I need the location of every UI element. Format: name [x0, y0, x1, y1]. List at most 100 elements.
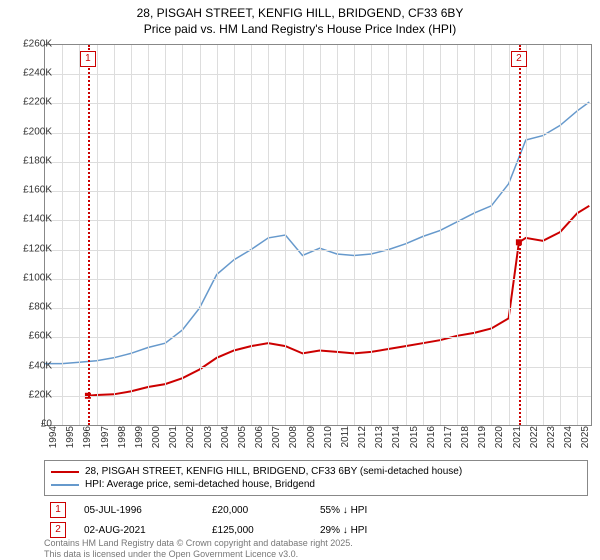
- legend-label: 28, PISGAH STREET, KENFIG HILL, BRIDGEND…: [85, 466, 462, 477]
- gridline-v: [491, 45, 492, 425]
- gridline-v: [423, 45, 424, 425]
- y-axis-label: £60K: [10, 331, 52, 342]
- y-axis-label: £20K: [10, 389, 52, 400]
- x-axis-label: 2010: [323, 426, 334, 456]
- legend-swatch: [51, 471, 79, 473]
- legend-row: HPI: Average price, semi-detached house,…: [51, 478, 581, 491]
- x-axis-label: 1997: [100, 426, 111, 456]
- gridline-v: [303, 45, 304, 425]
- gridline-v: [217, 45, 218, 425]
- sale-marker-line: [88, 45, 90, 425]
- chart-title: 28, PISGAH STREET, KENFIG HILL, BRIDGEND…: [0, 0, 600, 37]
- x-axis-label: 2020: [494, 426, 505, 456]
- x-axis-label: 2002: [185, 426, 196, 456]
- x-axis-label: 1994: [48, 426, 59, 456]
- y-axis-label: £120K: [10, 243, 52, 254]
- gridline-v: [285, 45, 286, 425]
- sale-date: 02-AUG-2021: [84, 525, 194, 536]
- gridline-v: [457, 45, 458, 425]
- sale-delta: 29% ↓ HPI: [320, 525, 420, 536]
- x-axis-label: 2015: [409, 426, 420, 456]
- x-axis-label: 2004: [220, 426, 231, 456]
- y-axis-label: £0: [10, 419, 52, 430]
- footer-attribution: Contains HM Land Registry data © Crown c…: [44, 538, 353, 560]
- x-axis-label: 2018: [460, 426, 471, 456]
- sale-price: £20,000: [212, 505, 302, 516]
- y-axis-label: £260K: [10, 39, 52, 50]
- legend-swatch: [51, 484, 79, 486]
- y-axis-label: £220K: [10, 97, 52, 108]
- sale-date: 05-JUL-1996: [84, 505, 194, 516]
- y-axis-label: £240K: [10, 68, 52, 79]
- gridline-v: [526, 45, 527, 425]
- chart-plot-area: 12: [44, 44, 592, 426]
- gridline-v: [268, 45, 269, 425]
- x-axis-label: 1995: [65, 426, 76, 456]
- sale-row: 2 02-AUG-2021 £125,000 29% ↓ HPI: [44, 520, 588, 540]
- sale-marker-line: [519, 45, 521, 425]
- gridline-v: [200, 45, 201, 425]
- y-axis-label: £100K: [10, 272, 52, 283]
- x-axis-label: 2014: [391, 426, 402, 456]
- x-axis-label: 1996: [82, 426, 93, 456]
- y-axis-label: £80K: [10, 302, 52, 313]
- gridline-v: [79, 45, 80, 425]
- gridline-v: [165, 45, 166, 425]
- gridline-v: [131, 45, 132, 425]
- sale-id-box: 2: [50, 522, 66, 538]
- gridline-v: [440, 45, 441, 425]
- gridline-v: [371, 45, 372, 425]
- x-axis-label: 2001: [168, 426, 179, 456]
- legend-box: 28, PISGAH STREET, KENFIG HILL, BRIDGEND…: [44, 460, 588, 496]
- x-axis-label: 2008: [288, 426, 299, 456]
- footer-line1: Contains HM Land Registry data © Crown c…: [44, 538, 353, 549]
- gridline-v: [251, 45, 252, 425]
- x-axis-label: 2023: [546, 426, 557, 456]
- x-axis-label: 2021: [512, 426, 523, 456]
- x-axis-label: 2025: [580, 426, 591, 456]
- x-axis-label: 2024: [563, 426, 574, 456]
- footer-line2: This data is licensed under the Open Gov…: [44, 549, 353, 560]
- x-axis-label: 2013: [374, 426, 385, 456]
- x-axis-label: 2007: [271, 426, 282, 456]
- x-axis-label: 2016: [426, 426, 437, 456]
- x-axis-label: 2000: [151, 426, 162, 456]
- gridline-v: [474, 45, 475, 425]
- y-axis-label: £200K: [10, 126, 52, 137]
- sale-marker-box: 1: [80, 51, 96, 67]
- x-axis-label: 2005: [237, 426, 248, 456]
- legend-row: 28, PISGAH STREET, KENFIG HILL, BRIDGEND…: [51, 465, 581, 478]
- x-axis-label: 2017: [443, 426, 454, 456]
- gridline-v: [577, 45, 578, 425]
- y-axis-label: £40K: [10, 360, 52, 371]
- gridline-v: [354, 45, 355, 425]
- gridline-v: [234, 45, 235, 425]
- sale-marker-box: 2: [511, 51, 527, 67]
- gridline-v: [97, 45, 98, 425]
- x-axis-label: 2011: [340, 426, 351, 456]
- title-line1: 28, PISGAH STREET, KENFIG HILL, BRIDGEND…: [0, 6, 600, 22]
- legend-label: HPI: Average price, semi-detached house,…: [85, 479, 315, 490]
- gridline-v: [62, 45, 63, 425]
- y-axis-label: £140K: [10, 214, 52, 225]
- gridline-v: [114, 45, 115, 425]
- x-axis-label: 1998: [117, 426, 128, 456]
- x-axis-label: 2006: [254, 426, 265, 456]
- sale-id-box: 1: [50, 502, 66, 518]
- x-axis-label: 2003: [203, 426, 214, 456]
- gridline-v: [543, 45, 544, 425]
- x-axis-label: 2009: [306, 426, 317, 456]
- gridline-v: [337, 45, 338, 425]
- x-axis-label: 2022: [529, 426, 540, 456]
- x-axis-label: 1999: [134, 426, 145, 456]
- gridline-v: [560, 45, 561, 425]
- gridline-v: [509, 45, 510, 425]
- gridline-v: [148, 45, 149, 425]
- x-axis-label: 2019: [477, 426, 488, 456]
- gridline-v: [406, 45, 407, 425]
- y-axis-label: £180K: [10, 155, 52, 166]
- gridline-v: [182, 45, 183, 425]
- gridline-v: [320, 45, 321, 425]
- sale-price: £125,000: [212, 525, 302, 536]
- sale-row: 105-JUL-1996£20,00055% ↓ HPI: [44, 500, 588, 520]
